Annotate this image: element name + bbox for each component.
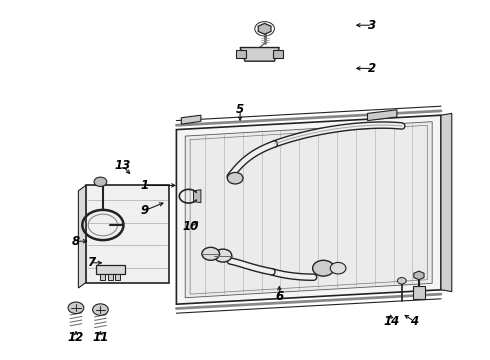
Circle shape bbox=[397, 278, 406, 284]
Text: 14: 14 bbox=[384, 315, 400, 328]
Text: 12: 12 bbox=[68, 331, 84, 344]
Text: 2: 2 bbox=[368, 62, 376, 75]
Polygon shape bbox=[258, 23, 271, 34]
Text: 5: 5 bbox=[236, 103, 244, 116]
Text: 6: 6 bbox=[275, 291, 283, 303]
Text: 11: 11 bbox=[92, 331, 109, 344]
Polygon shape bbox=[86, 185, 169, 283]
Text: 7: 7 bbox=[87, 256, 95, 269]
Circle shape bbox=[227, 172, 243, 184]
Polygon shape bbox=[240, 48, 279, 61]
Circle shape bbox=[330, 262, 346, 274]
Text: 1: 1 bbox=[141, 179, 148, 192]
Circle shape bbox=[93, 304, 108, 315]
Polygon shape bbox=[194, 190, 201, 203]
Polygon shape bbox=[441, 113, 452, 292]
Circle shape bbox=[202, 247, 220, 260]
Polygon shape bbox=[273, 50, 283, 58]
Polygon shape bbox=[414, 271, 424, 280]
Polygon shape bbox=[236, 50, 246, 58]
Text: 10: 10 bbox=[183, 220, 199, 233]
Circle shape bbox=[313, 260, 334, 276]
Polygon shape bbox=[181, 115, 201, 124]
Text: 9: 9 bbox=[141, 204, 148, 217]
Polygon shape bbox=[115, 274, 120, 280]
Polygon shape bbox=[108, 274, 113, 280]
Polygon shape bbox=[96, 265, 125, 274]
Text: 4: 4 bbox=[410, 315, 418, 328]
Polygon shape bbox=[368, 110, 397, 121]
Circle shape bbox=[94, 177, 107, 186]
Polygon shape bbox=[185, 122, 432, 298]
Circle shape bbox=[68, 302, 84, 314]
Polygon shape bbox=[176, 115, 441, 304]
Polygon shape bbox=[100, 274, 105, 280]
Polygon shape bbox=[413, 286, 425, 299]
Text: 3: 3 bbox=[368, 19, 376, 32]
Polygon shape bbox=[78, 185, 86, 288]
Text: 8: 8 bbox=[72, 235, 80, 248]
Text: 13: 13 bbox=[114, 159, 131, 172]
Circle shape bbox=[214, 249, 232, 262]
